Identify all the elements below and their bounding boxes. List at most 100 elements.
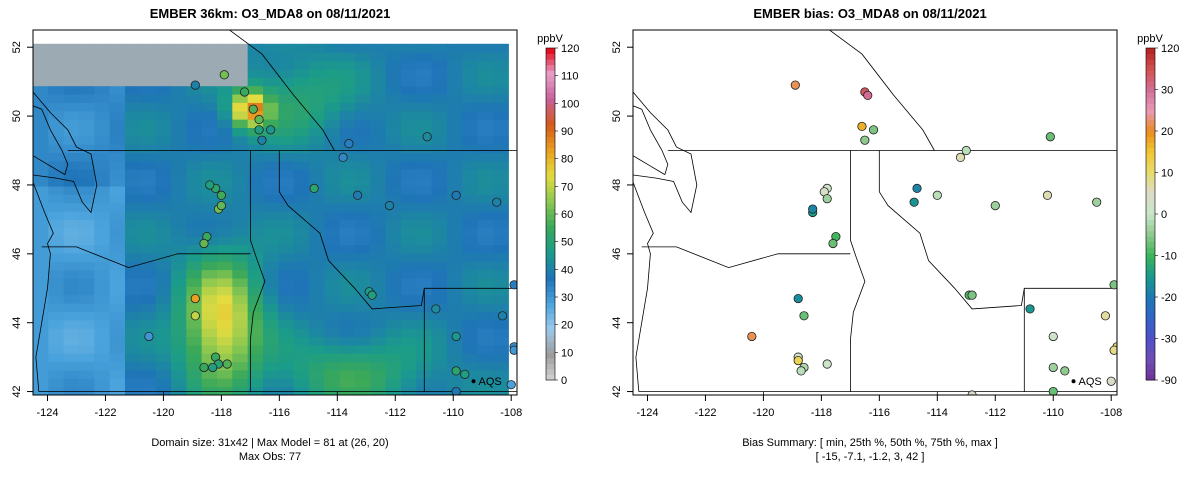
heatmap-cell: [262, 244, 279, 254]
heatmap-cell: [278, 102, 295, 112]
colorbar-segment: [1146, 197, 1155, 204]
heatmap-cell: [94, 85, 111, 95]
heatmap-cell: [33, 261, 49, 271]
heatmap-cell: [278, 336, 295, 346]
heatmap-cell: [170, 77, 187, 87]
heatmap-cell: [431, 152, 448, 162]
heatmap-cell: [155, 378, 172, 388]
colorbar-segment: [1146, 136, 1155, 143]
colorbar-segment: [546, 374, 555, 381]
heatmap-cell: [63, 294, 80, 304]
colorbar-segment: [1146, 302, 1155, 309]
heatmap-cell: [477, 336, 494, 346]
y-tick-label: 42: [611, 385, 623, 397]
heatmap-cell: [262, 236, 279, 246]
heatmap-cell: [446, 303, 463, 312]
heatmap-cell: [431, 127, 448, 137]
station-marker: [793, 293, 803, 304]
heatmap-cell: [201, 328, 218, 338]
heatmap-cell: [33, 144, 49, 154]
heatmap-cell: [155, 261, 172, 271]
heatmap-cell: [94, 68, 111, 78]
heatmap-cell: [431, 252, 448, 262]
station-marker: [828, 238, 838, 249]
heatmap-cell: [416, 93, 433, 103]
heatmap-cell: [308, 160, 325, 170]
heatmap-cell: [431, 102, 448, 112]
heatmap-cell: [293, 169, 310, 179]
colorbar-segment: [1146, 324, 1155, 331]
heatmap-cell: [339, 236, 356, 246]
heatmap-cell: [63, 269, 80, 279]
heatmap-cell: [155, 211, 172, 220]
heatmap-cell: [94, 369, 111, 379]
heatmap-cell: [170, 85, 187, 95]
heatmap-cell: [78, 303, 95, 312]
heatmap-cell: [385, 252, 402, 262]
heatmap-cell: [247, 177, 264, 187]
heatmap-cell: [462, 119, 479, 128]
heatmap-cell: [339, 177, 356, 187]
heatmap-cell: [492, 319, 509, 329]
heatmap-cell: [201, 77, 218, 87]
heatmap-cell: [492, 194, 509, 204]
heatmap-cell: [109, 185, 126, 195]
colorbar-segment: [1146, 330, 1155, 337]
heatmap-cell: [140, 353, 157, 363]
heatmap-cell: [201, 277, 218, 287]
heatmap-cell: [216, 311, 233, 321]
heatmap-cell: [201, 185, 218, 195]
station-marker: [205, 180, 215, 190]
heatmap-cell: [462, 277, 479, 287]
colorbar-segment: [1146, 186, 1155, 193]
x-tick-label: -120: [752, 407, 774, 419]
heatmap-cell: [186, 185, 203, 195]
heatmap-cell: [431, 269, 448, 279]
heatmap-cell: [48, 169, 65, 179]
heatmap-cell: [354, 119, 371, 128]
heatmap-cell: [370, 110, 387, 120]
heatmap-cell: [354, 227, 371, 237]
heatmap-cell: [216, 303, 233, 312]
heatmap-cell: [186, 152, 203, 162]
heatmap-cell: [216, 52, 233, 62]
heatmap-cell: [170, 269, 187, 279]
colorbar-segment: [1146, 230, 1155, 237]
heatmap-cell: [48, 185, 65, 195]
station-marker: [1100, 311, 1111, 321]
heatmap-cell: [293, 135, 310, 145]
heatmap-cell: [462, 353, 479, 363]
heatmap-cell: [492, 135, 509, 145]
heatmap-cell: [247, 194, 264, 204]
heatmap-cell: [354, 219, 371, 229]
heatmap-cell: [431, 202, 448, 212]
heatmap-cell: [354, 202, 371, 212]
heatmap-cell: [78, 110, 95, 120]
station-marker: [961, 145, 971, 156]
heatmap-cell: [109, 169, 126, 179]
station-marker: [857, 121, 867, 132]
heatmap-cell: [140, 119, 157, 128]
heatmap-cell: [370, 52, 387, 62]
heatmap-cell: [354, 344, 371, 354]
heatmap-cell: [339, 169, 356, 179]
heatmap-cell: [78, 219, 95, 229]
colorbar-segment: [546, 59, 555, 66]
heatmap-cell: [109, 68, 126, 78]
heatmap-cell: [400, 119, 417, 128]
heatmap-cell: [140, 194, 157, 204]
heatmap-cell: [354, 52, 371, 62]
heatmap-cell: [477, 169, 494, 179]
heatmap-cell: [170, 160, 187, 170]
heatmap-cell: [293, 144, 310, 154]
heatmap-cell: [201, 219, 218, 229]
heatmap-cell: [308, 386, 325, 395]
heatmap-cell: [109, 344, 126, 354]
heatmap-cell: [124, 336, 141, 346]
heatmap-cell: [308, 169, 325, 179]
state-border: [641, 246, 851, 269]
heatmap-cell: [308, 369, 325, 379]
heatmap-cell: [201, 227, 218, 237]
heatmap-cell: [446, 344, 463, 354]
heatmap-cell: [308, 294, 325, 304]
